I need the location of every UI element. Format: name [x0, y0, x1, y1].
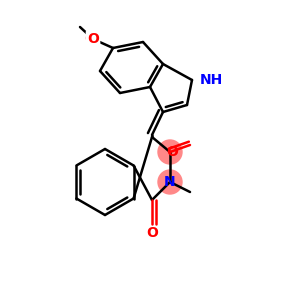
Text: O: O	[166, 145, 178, 159]
Text: O: O	[146, 226, 158, 240]
Text: O: O	[87, 32, 99, 46]
Text: O: O	[84, 32, 96, 46]
Text: NH: NH	[200, 73, 223, 87]
Text: N: N	[164, 175, 176, 189]
Circle shape	[158, 170, 182, 194]
Circle shape	[158, 140, 182, 164]
